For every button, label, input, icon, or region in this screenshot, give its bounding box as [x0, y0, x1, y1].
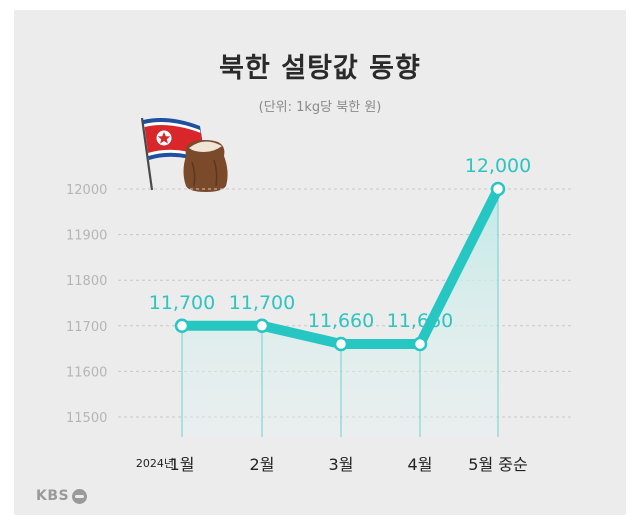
data-point-4 — [490, 181, 506, 197]
y-tick-11500: 11500 — [66, 411, 107, 426]
chart-subtitle: (단위: 1kg당 북한 원) — [258, 100, 382, 115]
x-tick-1: 2월 — [250, 455, 275, 474]
y-axis-ticks: 11500 11600 11700 11800 11900 12000 — [66, 183, 107, 426]
brand-logo: KBS — [36, 488, 88, 504]
brand-text: KBS — [36, 488, 70, 504]
data-label-0: 11,700 — [149, 292, 215, 314]
data-point-3 — [412, 336, 428, 352]
y-tick-11600: 11600 — [66, 365, 107, 380]
drop-lines — [181, 189, 499, 437]
sugar-sack-icon — [183, 140, 228, 192]
y-tick-11800: 11800 — [66, 274, 107, 289]
x-tick-4: 5월 중순 — [468, 455, 527, 474]
y-tick-11900: 11900 — [66, 229, 107, 244]
data-label-3: 11,660 — [387, 310, 453, 332]
x-tick-3: 4월 — [408, 455, 433, 474]
area-fill — [182, 189, 498, 437]
data-label-2: 11,660 — [308, 310, 374, 332]
kbs-logo-icon — [72, 488, 88, 504]
chart-title: 북한 설탕값 동향 — [219, 53, 421, 84]
x-axis-ticks: 1월 2월 3월 4월 5월 중순 — [170, 455, 528, 474]
y-tick-11700: 11700 — [66, 320, 107, 335]
data-labels: 11,700 11,700 11,660 11,660 12,000 — [149, 155, 531, 332]
x-tick-2: 3월 — [329, 455, 354, 474]
x-tick-0: 1월 — [170, 455, 195, 474]
data-point-2 — [333, 336, 349, 352]
data-point-1 — [254, 318, 270, 334]
data-point-0 — [174, 318, 190, 334]
illustration — [140, 117, 228, 192]
data-points — [174, 181, 506, 352]
data-label-4: 12,000 — [465, 155, 531, 177]
year-label: 2024년 — [136, 457, 174, 470]
y-tick-12000: 12000 — [66, 183, 107, 198]
data-label-1: 11,700 — [229, 292, 295, 314]
